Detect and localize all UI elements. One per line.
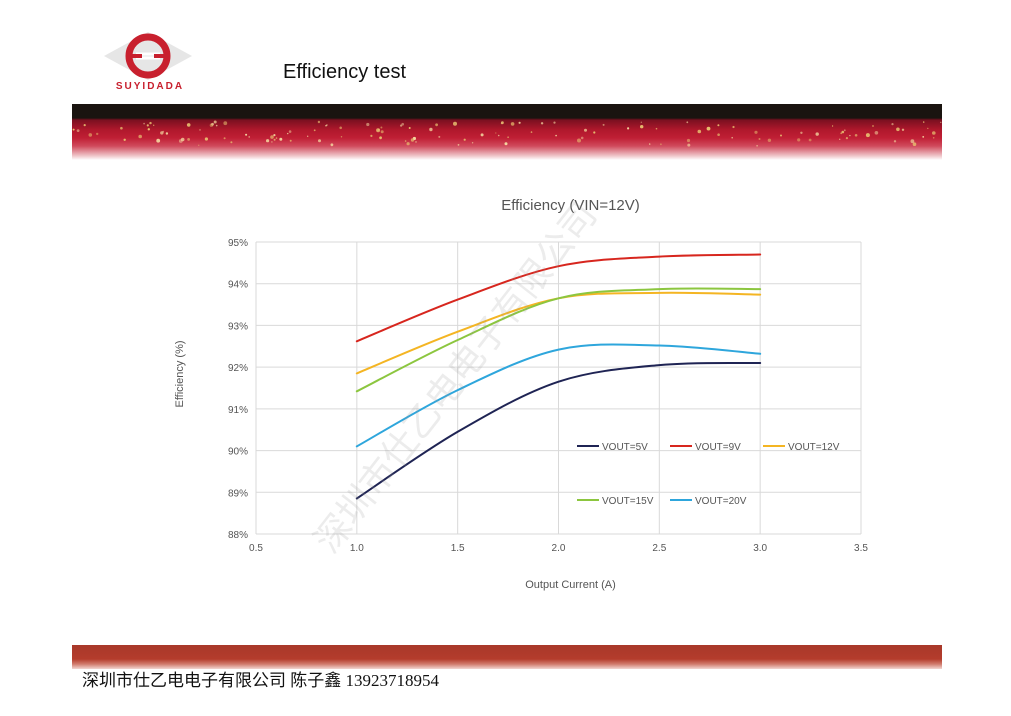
y-axis-label: Efficiency (%) bbox=[174, 340, 186, 407]
x-tick-label: 3.0 bbox=[753, 543, 767, 554]
header-specks bbox=[72, 120, 942, 147]
logo-text: SUYIDADA bbox=[115, 81, 185, 92]
x-tick-label: 0.5 bbox=[249, 543, 263, 554]
x-tick-label: 2.5 bbox=[652, 543, 666, 554]
legend-label: VOUT=9V bbox=[695, 442, 741, 453]
x-tick-label: 1.5 bbox=[451, 543, 465, 554]
legend-label: VOUT=15V bbox=[602, 496, 654, 507]
series-line-vout-15v bbox=[355, 287, 762, 393]
legend-label: VOUT=12V bbox=[788, 442, 840, 453]
y-tick-label: 89% bbox=[228, 488, 248, 499]
chart-title: Efficiency (VIN=12V) bbox=[501, 197, 640, 214]
series-line-vout-9v bbox=[355, 253, 762, 343]
y-tick-label: 92% bbox=[228, 363, 248, 374]
footer-contact: 深圳市仕乙电电子有限公司 陈子鑫 13923718954 bbox=[82, 671, 439, 690]
y-tick-label: 90% bbox=[228, 447, 248, 458]
company-logo: SUYIDADA bbox=[98, 30, 198, 96]
y-tick-label: 93% bbox=[228, 321, 248, 332]
legend-label: VOUT=5V bbox=[602, 442, 648, 453]
logo-diamond bbox=[104, 32, 192, 80]
page-title: Efficiency test bbox=[283, 61, 407, 83]
y-tick-label: 94% bbox=[228, 280, 248, 291]
series-line-vout-5v bbox=[355, 361, 762, 500]
y-tick-label: 95% bbox=[228, 238, 248, 249]
x-tick-label: 2.0 bbox=[552, 543, 566, 554]
x-tick-label: 3.5 bbox=[854, 543, 868, 554]
x-tick-label: 1.0 bbox=[350, 543, 364, 554]
x-axis-label: Output Current (A) bbox=[525, 579, 615, 591]
header-band bbox=[72, 104, 942, 160]
y-tick-label: 88% bbox=[228, 530, 248, 541]
legend-label: VOUT=20V bbox=[695, 496, 747, 507]
series-line-vout-20v bbox=[355, 343, 762, 448]
y-tick-label: 91% bbox=[228, 405, 248, 416]
footer-band bbox=[72, 645, 942, 669]
